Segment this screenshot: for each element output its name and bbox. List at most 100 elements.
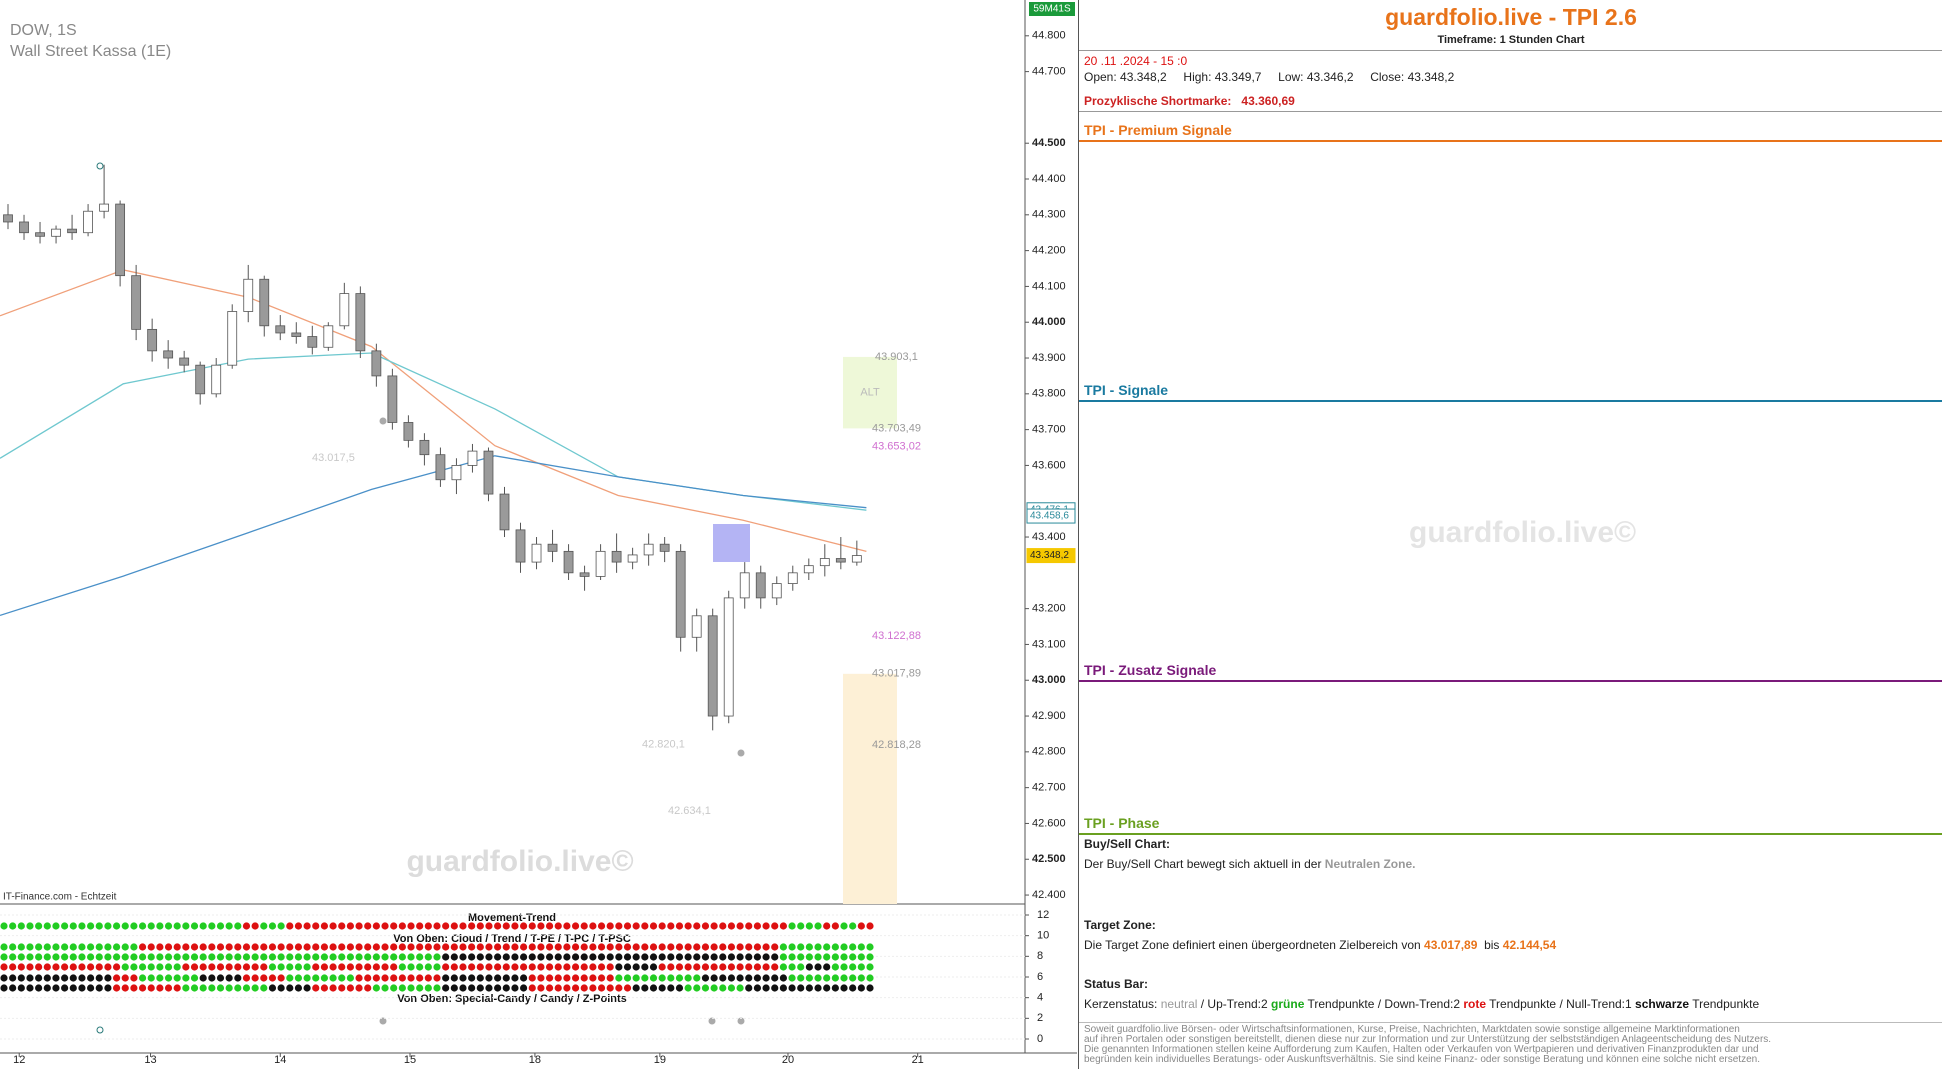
trend-dot — [234, 953, 242, 961]
candle-body — [115, 203, 126, 277]
trend-dot — [17, 943, 25, 951]
trend-dot — [234, 984, 242, 992]
trend-dot — [580, 974, 588, 982]
trend-dot — [138, 984, 147, 992]
ma-line — [0, 455, 867, 617]
target-from: 43.017,89 — [1424, 938, 1478, 952]
trend-dot — [35, 984, 43, 992]
trend-dot — [43, 953, 51, 961]
trend-dot — [52, 974, 60, 982]
trend-dot — [320, 953, 329, 961]
trend-dot — [545, 922, 554, 930]
trend-dot — [433, 943, 441, 951]
trend-dot — [147, 963, 155, 971]
x-tick-label: 21 — [912, 1054, 924, 1066]
price-annotation: 43.903,1 — [875, 351, 918, 363]
trend-dot — [649, 922, 658, 930]
buysell-text: Der Buy/Sell Chart bewegt sich aktuell i… — [1084, 857, 1415, 871]
trend-dot — [719, 922, 727, 930]
candle-body — [19, 221, 29, 234]
trend-dot — [849, 943, 857, 951]
trend-dot — [745, 953, 753, 961]
trend-dot — [346, 922, 354, 930]
z-point — [708, 1017, 716, 1025]
section-line — [1079, 680, 1942, 682]
trend-dot — [52, 953, 60, 961]
trend-dot — [597, 943, 606, 951]
trend-dot — [814, 984, 822, 992]
trend-dot — [208, 963, 216, 971]
candle-body — [467, 450, 478, 466]
y-tick-label: 44.500 — [1032, 137, 1066, 149]
trend-dot — [788, 984, 796, 992]
trend-dot — [762, 974, 770, 982]
trend-dot — [468, 984, 476, 992]
trend-dot — [520, 984, 528, 992]
trend-dot — [26, 974, 34, 982]
trend-dot — [407, 943, 415, 951]
trend-dot — [216, 953, 225, 961]
trend-dot — [346, 943, 354, 951]
ohlc-close: Close: 43.348,2 — [1370, 70, 1455, 84]
note: 43.017,5 — [312, 452, 355, 464]
trend-dot — [173, 922, 181, 930]
candle-body — [451, 465, 462, 481]
price-annotation: 43.653,02 — [872, 440, 921, 452]
timeframe: Timeframe: 1 Stunden Chart — [1437, 34, 1585, 46]
trend-dot — [779, 984, 788, 992]
trend-dot — [130, 943, 138, 951]
price-annotation: 42.820,1 — [642, 739, 685, 751]
trend-dot — [112, 963, 121, 971]
trend-dot — [649, 963, 658, 971]
candle-body — [707, 615, 718, 717]
trend-dot — [857, 922, 865, 930]
trend-dot — [615, 953, 623, 961]
trend-dot — [208, 974, 216, 982]
trend-dot — [182, 974, 190, 982]
trend-dot — [199, 943, 207, 951]
trend-dot — [17, 922, 25, 930]
trend-dot — [554, 922, 562, 930]
trend-dot — [407, 984, 415, 992]
trend-dot — [346, 953, 354, 961]
trend-dot — [424, 963, 432, 971]
trend-dot — [78, 943, 86, 951]
y-tick-label: 42.400 — [1032, 889, 1066, 901]
y-tick-label: 44.200 — [1032, 245, 1066, 257]
trend-dot — [494, 984, 502, 992]
trend-dot — [571, 943, 580, 951]
trend-dot — [450, 984, 458, 992]
trend-dot — [138, 963, 147, 971]
trend-dot — [9, 963, 17, 971]
trend-dot — [381, 943, 389, 951]
candle-body — [563, 550, 574, 574]
trend-dot — [797, 922, 805, 930]
y-tick-label: 44.000 — [1032, 316, 1066, 328]
trend-dot — [823, 974, 831, 982]
trend-dot — [52, 984, 60, 992]
candle-body — [611, 550, 622, 563]
trend-dot — [372, 953, 380, 961]
candle-body — [211, 364, 222, 395]
trend-dot — [43, 943, 51, 951]
trend-dot — [364, 963, 372, 971]
trend-dot — [95, 922, 103, 930]
trend-dot — [182, 953, 190, 961]
x-tick-label: 15 — [404, 1054, 416, 1066]
trend-dot — [571, 984, 580, 992]
panel-title: guardfolio.live - TPI 2.6 — [1385, 4, 1637, 30]
trend-dot — [675, 984, 684, 992]
trend-dot — [199, 974, 207, 982]
trend-dot — [641, 943, 649, 951]
trend-dot — [476, 974, 484, 982]
trend-dot — [390, 984, 398, 992]
indicator-tick-label: 4 — [1037, 992, 1043, 1004]
trend-dot — [407, 953, 415, 961]
trend-dot — [684, 943, 692, 951]
trend-dot — [502, 953, 510, 961]
trend-dot — [797, 953, 805, 961]
trend-dot — [667, 953, 675, 961]
status-title: Status Bar: — [1084, 977, 1149, 991]
trend-dot — [450, 943, 458, 951]
trend-dot — [372, 974, 380, 982]
